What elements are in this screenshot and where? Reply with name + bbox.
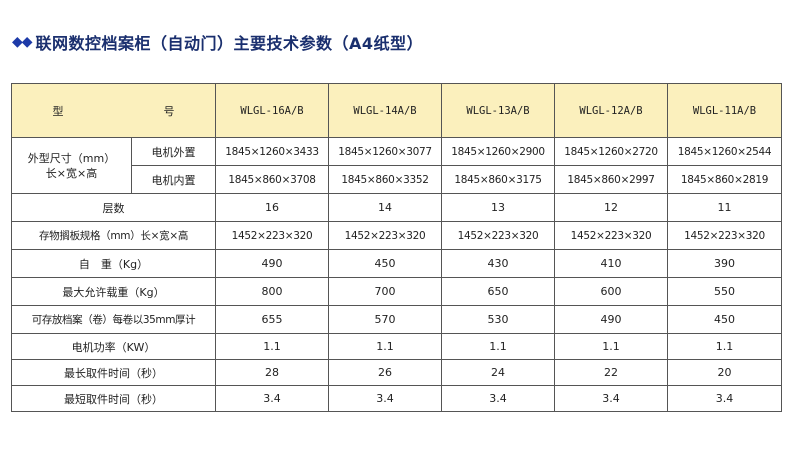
table-cell: 3.4 — [215, 385, 329, 412]
table-cell: 16 — [215, 193, 329, 222]
table-cell: 1845×860×3352 — [328, 165, 442, 194]
table-cell: 12 — [554, 193, 668, 222]
size-label-line1: 外型尺寸（mm） — [27, 151, 116, 165]
table-cell: 1845×1260×2544 — [667, 137, 782, 166]
table-cell: 22 — [554, 359, 668, 386]
row-label: 存物搁板规格（mm）长×宽×高 — [11, 221, 216, 250]
table-cell: 1845×860×3175 — [441, 165, 555, 194]
table-cell: 1.1 — [215, 333, 329, 360]
row-label: 层数 — [11, 193, 216, 222]
table-row: 最大允许载重（Kg） 800 700 650 600 550 — [11, 277, 782, 306]
table-cell: 410 — [554, 249, 668, 278]
table-cell: 530 — [441, 305, 555, 334]
model-name-cell: WLGL-13A/B — [441, 83, 555, 138]
row-label: 最大允许载重（Kg） — [11, 277, 216, 306]
table-row: 自 重（Kg） 490 450 430 410 390 — [11, 249, 782, 278]
table-cell: 490 — [215, 249, 329, 278]
table-cell: 450 — [667, 305, 782, 334]
spec-table: 型 号 WLGL-16A/B WLGL-14A/B WLGL-13A/B WLG… — [11, 83, 782, 412]
table-cell: 1452×223×320 — [667, 221, 782, 250]
table-row: 层数 16 14 13 12 11 — [11, 193, 782, 222]
model-header-cell: 型 号 — [11, 83, 216, 138]
table-cell: 1845×860×3708 — [215, 165, 329, 194]
table-cell: 700 — [328, 277, 442, 306]
table-cell: 1845×1260×2900 — [441, 137, 555, 166]
table-cell: 14 — [328, 193, 442, 222]
table-cell: 600 — [554, 277, 668, 306]
size-group-label: 外型尺寸（mm） 长×宽×高 — [11, 137, 132, 194]
table-cell: 490 — [554, 305, 668, 334]
table-cell: 1.1 — [554, 333, 668, 360]
table-row: 电机功率（KW） 1.1 1.1 1.1 1.1 1.1 — [11, 333, 782, 360]
row-label: 最短取件时间（秒） — [11, 385, 216, 412]
table-row: 最长取件时间（秒） 28 26 24 22 20 — [11, 359, 782, 386]
table-row: 最短取件时间（秒） 3.4 3.4 3.4 3.4 3.4 — [11, 385, 782, 412]
table-cell: 3.4 — [667, 385, 782, 412]
table-cell: 1845×860×2997 — [554, 165, 668, 194]
diamond-bullet-icon: ◆◆ — [12, 34, 33, 50]
table-cell: 1845×1260×3433 — [215, 137, 329, 166]
table-cell: 28 — [215, 359, 329, 386]
table-cell: 13 — [441, 193, 555, 222]
model-header-label: 型 号 — [52, 104, 201, 118]
table-cell: 430 — [441, 249, 555, 278]
table-cell: 24 — [441, 359, 555, 386]
page-heading: ◆◆ 联网数控档案柜（自动门）主要技术参数（A4纸型） — [12, 30, 423, 54]
table-cell: 1.1 — [667, 333, 782, 360]
table-cell: 1.1 — [441, 333, 555, 360]
table-cell: 390 — [667, 249, 782, 278]
table-row: 存物搁板规格（mm）长×宽×高 1452×223×320 1452×223×32… — [11, 221, 782, 250]
table-cell: 3.4 — [328, 385, 442, 412]
table-cell: 1845×860×2819 — [667, 165, 782, 194]
table-cell: 1452×223×320 — [328, 221, 442, 250]
table-cell: 11 — [667, 193, 782, 222]
model-name-cell: WLGL-16A/B — [215, 83, 329, 138]
table-cell: 20 — [667, 359, 782, 386]
table-cell: 570 — [328, 305, 442, 334]
model-name-cell: WLGL-14A/B — [328, 83, 442, 138]
table-cell: 3.4 — [441, 385, 555, 412]
table-cell: 1.1 — [328, 333, 442, 360]
row-sub-label: 电机外置 — [131, 137, 216, 166]
heading-text: 联网数控档案柜（自动门）主要技术参数（A4纸型） — [35, 34, 424, 53]
row-label: 可存放档案（卷）每卷以35mm厚计 — [11, 305, 216, 334]
row-label: 自 重（Kg） — [11, 249, 216, 278]
size-label-line2: 长×宽×高 — [45, 166, 98, 180]
table-cell: 3.4 — [554, 385, 668, 412]
row-label: 电机功率（KW） — [11, 333, 216, 360]
table-cell: 1452×223×320 — [441, 221, 555, 250]
table-row: 可存放档案（卷）每卷以35mm厚计 655 570 530 490 450 — [11, 305, 782, 334]
model-name-cell: WLGL-12A/B — [554, 83, 668, 138]
table-cell: 550 — [667, 277, 782, 306]
header-row: 型 号 WLGL-16A/B WLGL-14A/B WLGL-13A/B WLG… — [11, 83, 782, 138]
table-cell: 1452×223×320 — [554, 221, 668, 250]
size-internal-row: 电机内置 1845×860×3708 1845×860×3352 1845×86… — [12, 165, 782, 194]
model-name-cell: WLGL-11A/B — [667, 83, 782, 138]
table-cell: 1845×1260×3077 — [328, 137, 442, 166]
size-external-row: 外型尺寸（mm） 长×宽×高 电机外置 1845×1260×3433 1845×… — [11, 137, 782, 194]
table-cell: 26 — [328, 359, 442, 386]
row-sub-label: 电机内置 — [131, 165, 216, 194]
table-cell: 450 — [328, 249, 442, 278]
table-cell: 650 — [441, 277, 555, 306]
table-cell: 1452×223×320 — [215, 221, 329, 250]
table-cell: 655 — [215, 305, 329, 334]
table-cell: 800 — [215, 277, 329, 306]
row-label: 最长取件时间（秒） — [11, 359, 216, 386]
table-cell: 1845×1260×2720 — [554, 137, 668, 166]
